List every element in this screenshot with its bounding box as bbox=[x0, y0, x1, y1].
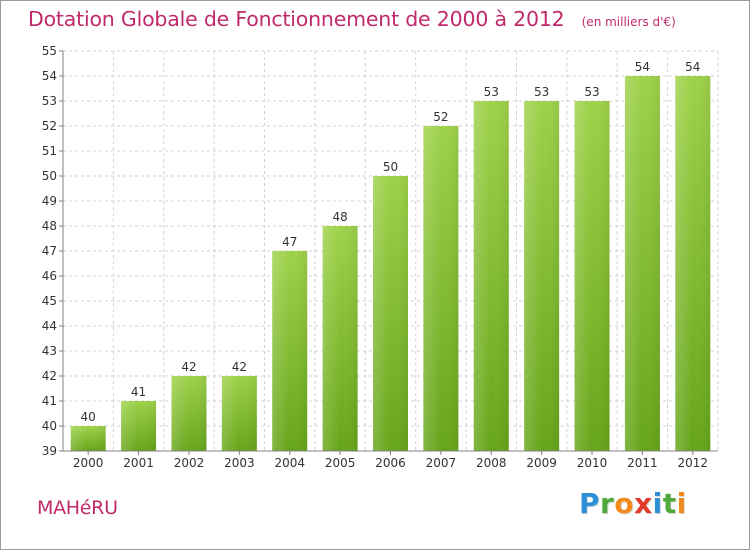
bar-shade bbox=[272, 251, 308, 451]
bar-shade bbox=[524, 101, 560, 451]
x-tick-label: 2003 bbox=[224, 456, 255, 470]
x-tick-label: 2006 bbox=[375, 456, 406, 470]
bar-shade bbox=[423, 126, 459, 451]
bar-shade bbox=[473, 101, 509, 451]
x-tick-label: 2009 bbox=[526, 456, 557, 470]
y-tick-label: 39 bbox=[42, 444, 57, 458]
y-tick-label: 42 bbox=[42, 369, 57, 383]
bar-value-label: 50 bbox=[383, 160, 398, 174]
logo-letter: r bbox=[600, 487, 615, 520]
x-tick-label: 2011 bbox=[627, 456, 658, 470]
x-tick-label: 2000 bbox=[73, 456, 104, 470]
x-tick-label: 2004 bbox=[274, 456, 305, 470]
bar-value-label: 47 bbox=[282, 235, 297, 249]
x-tick-label: 2001 bbox=[123, 456, 154, 470]
logo-letter: i bbox=[676, 487, 687, 520]
y-tick-label: 45 bbox=[42, 294, 57, 308]
bar-value-label: 54 bbox=[685, 60, 700, 74]
y-tick-label: 51 bbox=[42, 144, 57, 158]
y-tick-label: 48 bbox=[42, 219, 57, 233]
bar-value-label: 41 bbox=[131, 385, 146, 399]
bar-value-label: 42 bbox=[232, 360, 247, 374]
bar-shade bbox=[373, 176, 408, 451]
x-tick-label: 2005 bbox=[325, 456, 356, 470]
bar-value-label: 48 bbox=[332, 210, 347, 224]
labels-layer: 40 41 42 42 47 48 50 52 53 53 53 54 54 bbox=[81, 60, 701, 424]
x-tick-label: 2002 bbox=[174, 456, 205, 470]
logo-letter: i bbox=[652, 487, 663, 520]
bar-value-label: 52 bbox=[433, 110, 448, 124]
y-tick-label: 43 bbox=[42, 344, 57, 358]
bar-shade bbox=[675, 76, 711, 451]
logo-letter: P bbox=[579, 487, 601, 520]
x-tick-label: 2012 bbox=[678, 456, 709, 470]
x-tick-label: 2007 bbox=[426, 456, 457, 470]
y-tick-label: 44 bbox=[42, 319, 57, 333]
y-tick-label: 54 bbox=[42, 69, 57, 83]
bar-shade bbox=[322, 226, 358, 451]
y-tick-label: 41 bbox=[42, 394, 57, 408]
x-tick-label: 2010 bbox=[577, 456, 608, 470]
bar-value-label: 40 bbox=[81, 410, 96, 424]
logo-letter: x bbox=[634, 487, 653, 520]
bar-shade bbox=[574, 101, 610, 451]
y-tick-label: 52 bbox=[42, 119, 57, 133]
bar-value-label: 53 bbox=[484, 85, 499, 99]
bar-value-label: 53 bbox=[534, 85, 549, 99]
y-tick-label: 53 bbox=[42, 94, 57, 108]
y-tick-label: 50 bbox=[42, 169, 57, 183]
y-tick-label: 40 bbox=[42, 419, 57, 433]
bar-value-label: 54 bbox=[635, 60, 650, 74]
bar-shade bbox=[70, 426, 106, 451]
town-name: MAHéRU bbox=[37, 497, 118, 519]
chart-unit: (en milliers d'€) bbox=[581, 15, 676, 29]
x-tick-label: 2008 bbox=[476, 456, 507, 470]
logo-letter: o bbox=[614, 487, 635, 520]
logo-letter: t bbox=[662, 487, 677, 520]
y-tick-label: 49 bbox=[42, 194, 57, 208]
bar-value-label: 53 bbox=[584, 85, 599, 99]
bar-value-label: 42 bbox=[181, 360, 196, 374]
axis-layer: 39 40 41 42 43 44 45 46 47 48 49 50 51 52 53 54 55 2000 20… bbox=[42, 44, 718, 470]
proxiti-logo[interactable]: Proxiti bbox=[579, 487, 687, 520]
bars-layer bbox=[70, 76, 711, 451]
y-tick-label: 47 bbox=[42, 244, 57, 258]
y-tick-label: 55 bbox=[42, 44, 57, 58]
bar-shade bbox=[624, 76, 660, 451]
bar-shade bbox=[121, 401, 157, 451]
y-tick-label: 46 bbox=[42, 269, 57, 283]
chart-title: Dotation Globale de Fonctionnement de 20… bbox=[28, 7, 565, 31]
title-row: Dotation Globale de Fonctionnement de 20… bbox=[28, 7, 676, 31]
bar-shade bbox=[171, 376, 207, 451]
bar-shade bbox=[221, 376, 257, 451]
